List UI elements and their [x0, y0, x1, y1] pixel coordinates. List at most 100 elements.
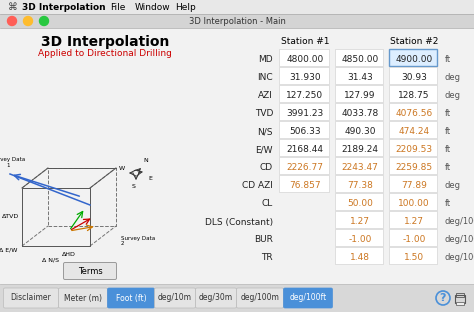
Bar — [335, 103, 383, 120]
Text: 4033.78: 4033.78 — [341, 110, 379, 119]
Text: 76.857: 76.857 — [289, 182, 321, 191]
Text: ft: ft — [445, 56, 451, 65]
Bar — [389, 67, 437, 84]
Text: 3D Interpolation: 3D Interpolation — [41, 35, 169, 49]
FancyBboxPatch shape — [195, 288, 237, 308]
Bar — [389, 211, 437, 228]
Text: 31.43: 31.43 — [347, 74, 373, 82]
Text: 127.99: 127.99 — [344, 91, 376, 100]
Text: Meter (m): Meter (m) — [64, 294, 102, 303]
Text: BUR: BUR — [254, 236, 273, 245]
Text: Disclaimer: Disclaimer — [10, 294, 51, 303]
Bar — [335, 67, 383, 84]
Text: 50.00: 50.00 — [347, 199, 373, 208]
Text: CL: CL — [262, 199, 273, 208]
Bar — [279, 157, 329, 174]
Bar — [335, 157, 383, 174]
Text: 3D Interpolation - Main: 3D Interpolation - Main — [189, 17, 285, 26]
Text: N/S: N/S — [257, 128, 273, 137]
Text: Δ E/W: Δ E/W — [0, 248, 17, 253]
Text: TR: TR — [261, 253, 273, 262]
Bar — [335, 49, 383, 66]
FancyBboxPatch shape — [64, 262, 117, 280]
Bar — [0, 28, 474, 284]
Text: 4076.56: 4076.56 — [395, 110, 433, 119]
Bar — [335, 139, 383, 156]
Bar — [389, 193, 437, 210]
Text: 128.75: 128.75 — [398, 91, 430, 100]
Text: Station #2: Station #2 — [390, 37, 438, 46]
Text: 490.30: 490.30 — [344, 128, 376, 137]
Text: W: W — [119, 167, 125, 172]
Text: 30.93: 30.93 — [401, 74, 427, 82]
Text: N: N — [144, 158, 148, 163]
Text: -1.00: -1.00 — [348, 236, 372, 245]
Text: ft: ft — [445, 199, 451, 208]
Bar — [335, 247, 383, 264]
Bar — [279, 139, 329, 156]
Text: S: S — [132, 184, 136, 189]
Circle shape — [39, 17, 48, 26]
Text: Station #1: Station #1 — [281, 37, 329, 46]
Text: 2243.47: 2243.47 — [342, 163, 378, 173]
Text: TVD: TVD — [255, 110, 273, 119]
Bar — [279, 49, 329, 66]
Bar — [456, 293, 464, 297]
Text: ft: ft — [445, 163, 451, 173]
Bar — [389, 229, 437, 246]
Bar — [279, 85, 329, 102]
Bar — [279, 67, 329, 84]
FancyBboxPatch shape — [155, 288, 195, 308]
Bar — [389, 157, 437, 174]
Bar — [389, 175, 437, 192]
Text: 4900.00: 4900.00 — [395, 56, 433, 65]
Bar — [455, 295, 465, 303]
Text: 2189.24: 2189.24 — [341, 145, 379, 154]
Text: 2209.53: 2209.53 — [395, 145, 433, 154]
Bar — [279, 103, 329, 120]
Bar — [335, 175, 383, 192]
Text: CD: CD — [260, 163, 273, 173]
Text: AZI: AZI — [258, 91, 273, 100]
Text: deg/10m: deg/10m — [158, 294, 192, 303]
Text: 31.930: 31.930 — [289, 74, 321, 82]
Text: Terms: Terms — [78, 266, 102, 275]
Bar — [335, 193, 383, 210]
Text: deg: deg — [445, 182, 461, 191]
Text: ft: ft — [445, 110, 451, 119]
Text: 4800.00: 4800.00 — [286, 56, 324, 65]
Bar — [0, 0, 474, 14]
Text: ft: ft — [445, 128, 451, 137]
Bar — [389, 139, 437, 156]
Text: 3991.23: 3991.23 — [286, 110, 324, 119]
Text: 100.00: 100.00 — [398, 199, 430, 208]
Text: deg/100ft: deg/100ft — [445, 217, 474, 227]
FancyBboxPatch shape — [283, 288, 332, 308]
Text: E/W: E/W — [255, 145, 273, 154]
Circle shape — [8, 17, 17, 26]
Text: deg: deg — [445, 91, 461, 100]
Text: Help: Help — [175, 2, 196, 12]
Text: 127.250: 127.250 — [286, 91, 324, 100]
Text: 2226.77: 2226.77 — [286, 163, 323, 173]
Text: deg/100ft: deg/100ft — [289, 294, 327, 303]
Bar — [279, 175, 329, 192]
Bar — [389, 85, 437, 102]
Text: Δ N/S: Δ N/S — [43, 257, 60, 262]
Text: MD: MD — [258, 56, 273, 65]
Text: ΔTVD: ΔTVD — [2, 215, 19, 220]
Text: Applied to Directional Drilling: Applied to Directional Drilling — [38, 48, 172, 57]
Text: 1.50: 1.50 — [404, 253, 424, 262]
Text: 1.27: 1.27 — [350, 217, 370, 227]
Bar — [279, 121, 329, 138]
Text: ⌘: ⌘ — [8, 2, 18, 12]
Text: CD AZI: CD AZI — [242, 182, 273, 191]
Text: 1.48: 1.48 — [350, 253, 370, 262]
Text: E: E — [148, 177, 152, 182]
Text: Survey Data
2: Survey Data 2 — [121, 236, 155, 246]
Bar — [389, 49, 437, 66]
Bar — [389, 103, 437, 120]
Bar — [335, 229, 383, 246]
Text: Window: Window — [135, 2, 171, 12]
Text: deg/100m: deg/100m — [241, 294, 280, 303]
